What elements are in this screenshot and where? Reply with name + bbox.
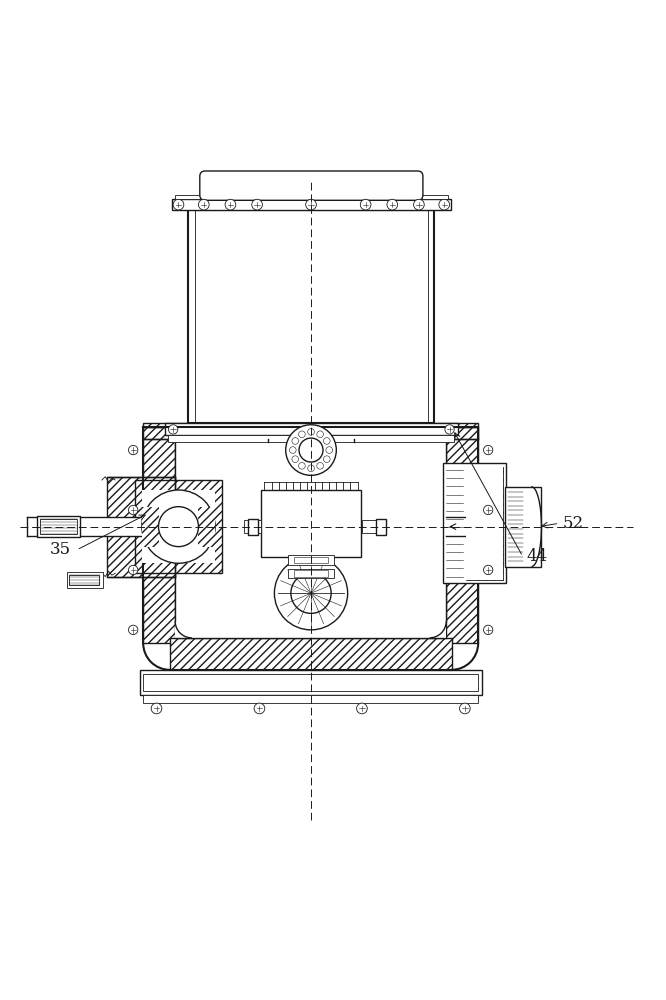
Bar (443, 463, 506, 583)
Text: 44: 44 (526, 548, 547, 565)
Bar (168, 435, 454, 442)
Bar (446, 517, 500, 536)
Circle shape (292, 456, 298, 462)
Circle shape (326, 447, 332, 453)
Circle shape (151, 703, 162, 714)
Bar (37, 516, 80, 537)
Circle shape (129, 505, 138, 515)
Circle shape (445, 425, 454, 434)
Bar (505, 487, 541, 567)
Circle shape (360, 199, 371, 210)
Circle shape (484, 445, 493, 455)
Circle shape (159, 507, 198, 547)
Bar (288, 569, 334, 578)
Circle shape (142, 490, 215, 563)
Bar (143, 674, 478, 691)
Bar (170, 638, 452, 670)
Bar (135, 480, 222, 573)
Circle shape (286, 425, 336, 475)
Bar (294, 570, 328, 577)
Bar (244, 427, 268, 439)
Circle shape (317, 463, 324, 469)
Bar (362, 520, 379, 533)
Circle shape (129, 565, 138, 575)
Circle shape (308, 428, 314, 435)
Bar (248, 519, 258, 535)
Circle shape (299, 438, 323, 462)
Bar (294, 557, 328, 563)
Circle shape (484, 625, 493, 635)
Circle shape (290, 447, 296, 453)
Circle shape (173, 199, 184, 210)
Bar (172, 199, 451, 210)
Circle shape (484, 565, 493, 575)
Bar (446, 427, 478, 643)
Circle shape (225, 199, 236, 210)
Bar (27, 517, 202, 536)
Bar (143, 423, 188, 427)
Bar (143, 695, 478, 703)
Circle shape (484, 505, 493, 515)
FancyBboxPatch shape (200, 171, 423, 200)
Bar (268, 439, 354, 442)
Circle shape (254, 703, 265, 714)
Bar (143, 427, 175, 643)
Bar (175, 195, 448, 199)
Bar (376, 519, 386, 535)
Text: 52: 52 (563, 515, 584, 532)
Bar (354, 427, 378, 439)
Bar (175, 439, 446, 638)
Bar (142, 490, 215, 563)
Circle shape (168, 425, 178, 434)
Bar (140, 670, 482, 695)
Circle shape (198, 199, 209, 210)
Bar (188, 210, 434, 423)
Circle shape (298, 431, 305, 438)
Bar (261, 490, 361, 557)
Circle shape (324, 456, 330, 462)
Bar (466, 467, 503, 580)
Circle shape (356, 703, 367, 714)
Circle shape (291, 573, 331, 613)
Bar (69, 575, 99, 585)
Text: 35: 35 (50, 541, 71, 558)
Bar (40, 519, 77, 534)
Bar (466, 467, 503, 580)
Circle shape (324, 438, 330, 444)
Circle shape (274, 557, 348, 630)
Bar (344, 427, 450, 439)
Circle shape (306, 199, 316, 210)
Circle shape (308, 465, 314, 472)
Bar (107, 477, 175, 577)
Bar (288, 555, 334, 565)
Bar (198, 507, 215, 547)
Circle shape (292, 438, 298, 444)
Circle shape (252, 199, 262, 210)
Circle shape (317, 431, 324, 438)
Circle shape (298, 463, 305, 469)
Bar (67, 572, 103, 588)
Circle shape (129, 445, 138, 455)
Bar (244, 520, 261, 533)
Bar (434, 423, 478, 427)
Circle shape (439, 199, 450, 210)
Circle shape (387, 199, 398, 210)
Circle shape (460, 703, 470, 714)
Bar (165, 423, 458, 435)
Bar (143, 427, 478, 439)
Bar (142, 507, 159, 547)
Circle shape (414, 199, 424, 210)
Circle shape (129, 625, 138, 635)
